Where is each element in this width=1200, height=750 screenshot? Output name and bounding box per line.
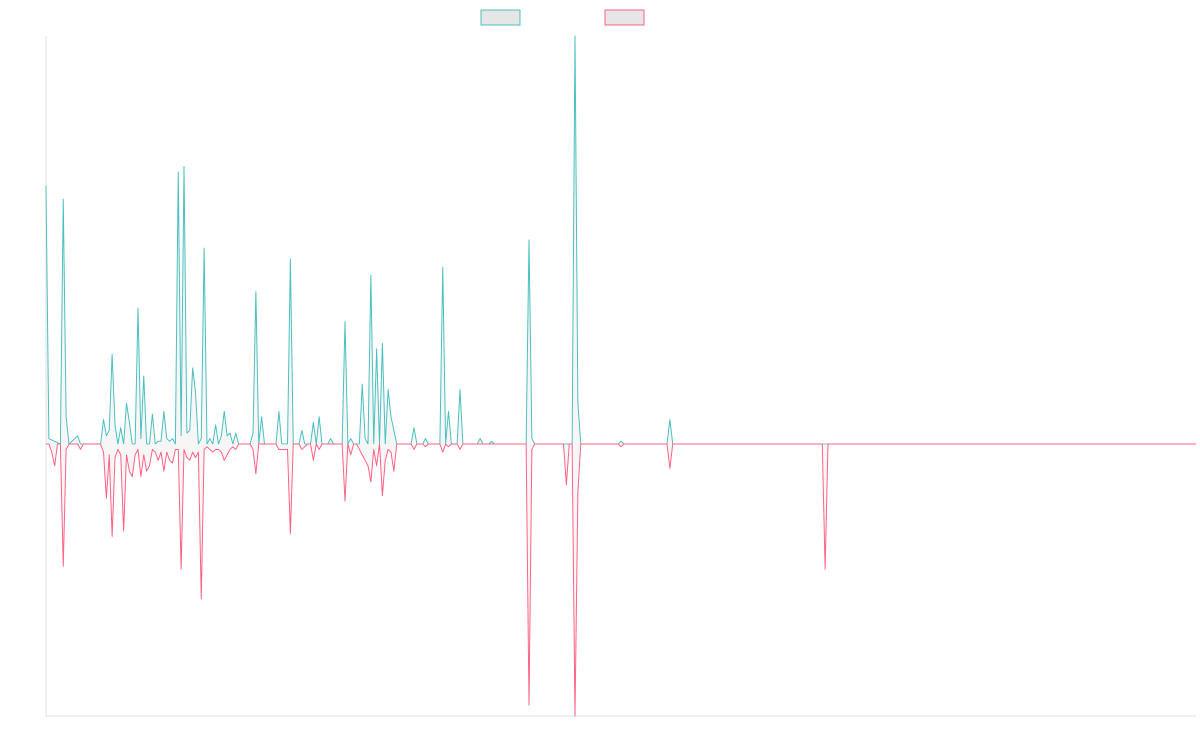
series-layer [45,35,1196,717]
series-1-area [46,36,1196,444]
series-1-line[interactable] [45,35,1196,445]
legend-swatch-1[interactable] [480,9,521,26]
series-2-area [46,444,1196,716]
legend-swatch-2[interactable] [604,9,645,26]
series-2-line[interactable] [46,443,1196,717]
legend [480,9,645,26]
